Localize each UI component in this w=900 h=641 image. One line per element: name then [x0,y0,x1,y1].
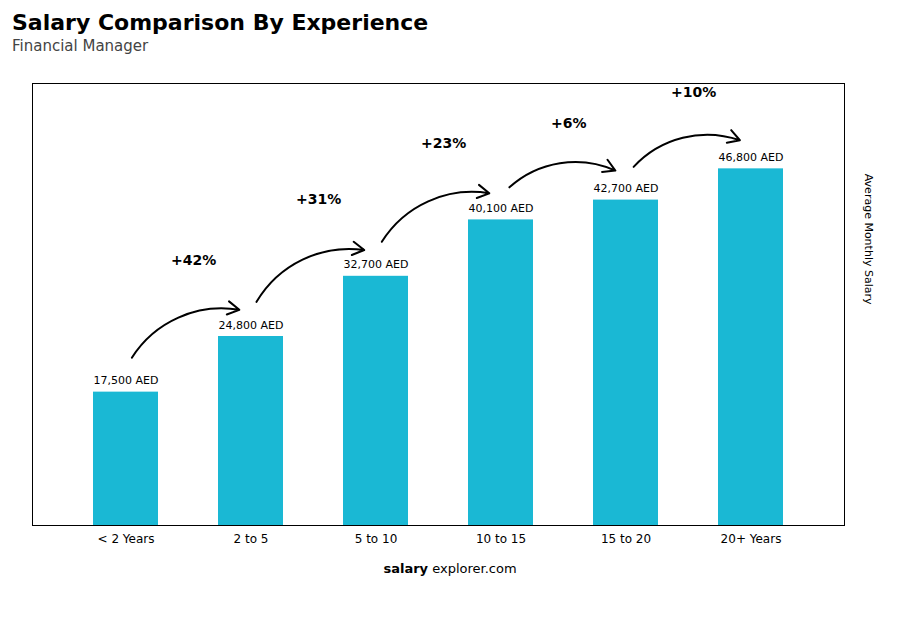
svg-text:+6%: +6% [551,115,587,131]
svg-text:42,700 AED: 42,700 AED [594,182,659,195]
html-text:Salary Comparison By Experienc: Salary Comparison By Experience [12,10,429,35]
svg-text:+10%: +10% [671,84,716,100]
svg-text:17,500 AED: 17,500 AED [94,374,159,387]
svg-text:+42%: +42% [171,252,216,268]
svg-text:24,800 AED: 24,800 AED [219,319,284,332]
svg-text:10 to 15: 10 to 15 [476,532,526,546]
svg-text:+31%: +31% [296,191,341,207]
svg-text:46,800 AED: 46,800 AED [719,151,784,164]
html-text:salary explorer.com: salary explorer.com [383,561,517,576]
svg-text:40,100 AED: 40,100 AED [469,202,534,215]
svg-text:15 to 20: 15 to 20 [601,532,651,546]
svg-text:< 2 Years: < 2 Years [98,532,155,546]
svg-text:2 to 5: 2 to 5 [234,532,269,546]
html-text:Financial Manager: Financial Manager [12,37,149,55]
svg-text:20+ Years: 20+ Years [721,532,782,546]
svg-text:5 to 10: 5 to 10 [355,532,398,546]
svg-text:+23%: +23% [421,135,466,151]
svg-text:Average Monthly Salary: Average Monthly Salary [862,174,875,305]
svg-text:32,700 AED: 32,700 AED [344,258,409,271]
